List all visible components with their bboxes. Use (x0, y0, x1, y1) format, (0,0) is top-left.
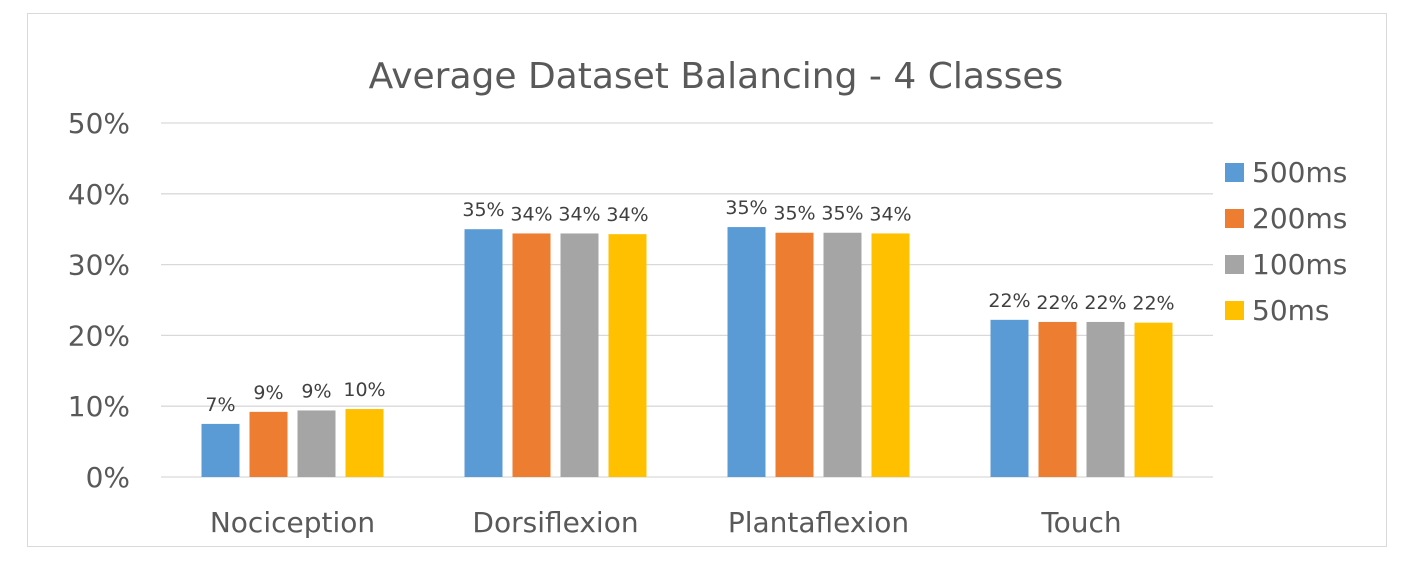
legend-label: 500ms (1252, 156, 1347, 189)
y-tick-label: 40% (68, 178, 130, 211)
bar (608, 234, 647, 477)
data-label: 7% (205, 394, 235, 416)
x-axis-ticks: Nociception Dorsiflexion Plantaflexion Touc… (210, 506, 1122, 539)
legend-label: 200ms (1252, 202, 1347, 235)
bar (775, 232, 814, 477)
gridlines (161, 122, 1213, 478)
legend-swatch (1225, 163, 1244, 182)
x-tick-label: Dorsiflexion (472, 506, 638, 539)
bar (297, 410, 336, 477)
bar (464, 229, 503, 477)
y-tick-label: 20% (68, 319, 130, 352)
chart-frame: Average Dataset Balancing - 4 Classes 0%… (27, 13, 1387, 547)
data-label: 22% (1084, 292, 1126, 314)
bar (1086, 321, 1125, 477)
chart-svg: Average Dataset Balancing - 4 Classes 0%… (68, 56, 1348, 539)
data-label: 9% (301, 380, 331, 402)
data-label: 34% (869, 203, 911, 225)
data-label: 34% (510, 203, 552, 225)
legend-swatch (1225, 209, 1244, 228)
bar (560, 233, 599, 477)
data-label: 35% (773, 203, 815, 225)
y-axis-ticks: 0% 10% 20% 30% 40% 50% (68, 107, 130, 494)
legend-swatch (1225, 301, 1244, 320)
data-label: 35% (462, 199, 504, 221)
y-tick-label: 0% (86, 461, 130, 494)
legend-label: 100ms (1252, 248, 1347, 281)
data-labels: 7% 9% 9% 10% 35% 34% 34% 34% 35% 35% 35% 34% 22% 22% 2… (205, 197, 1174, 416)
bar (823, 232, 862, 477)
bar (249, 411, 288, 477)
x-tick-label: Nociception (210, 506, 375, 539)
bar (727, 227, 766, 477)
data-label: 10% (343, 379, 385, 401)
bar (1038, 321, 1077, 477)
bar (345, 409, 384, 477)
bar (512, 233, 551, 477)
bar (871, 233, 910, 477)
data-label: 22% (988, 290, 1030, 312)
bars (201, 227, 1173, 477)
data-label: 34% (606, 204, 648, 226)
data-label: 35% (821, 203, 863, 225)
y-tick-label: 10% (68, 390, 130, 423)
y-tick-label: 50% (68, 107, 130, 140)
bar (1134, 322, 1173, 477)
legend-label: 50ms (1252, 294, 1330, 327)
legend-swatch (1225, 255, 1244, 274)
x-tick-label: Plantaflexion (728, 506, 909, 539)
bar (201, 423, 240, 477)
data-label: 34% (558, 203, 600, 225)
legend: 500ms 200ms 100ms 50ms (1225, 156, 1347, 327)
data-label: 22% (1036, 292, 1078, 314)
data-label: 9% (253, 382, 283, 404)
y-tick-label: 30% (68, 249, 130, 282)
data-label: 35% (725, 197, 767, 219)
x-tick-label: Touch (1040, 506, 1121, 539)
chart-title: Average Dataset Balancing - 4 Classes (369, 56, 1064, 97)
data-label: 22% (1132, 293, 1174, 315)
bar (990, 319, 1029, 477)
